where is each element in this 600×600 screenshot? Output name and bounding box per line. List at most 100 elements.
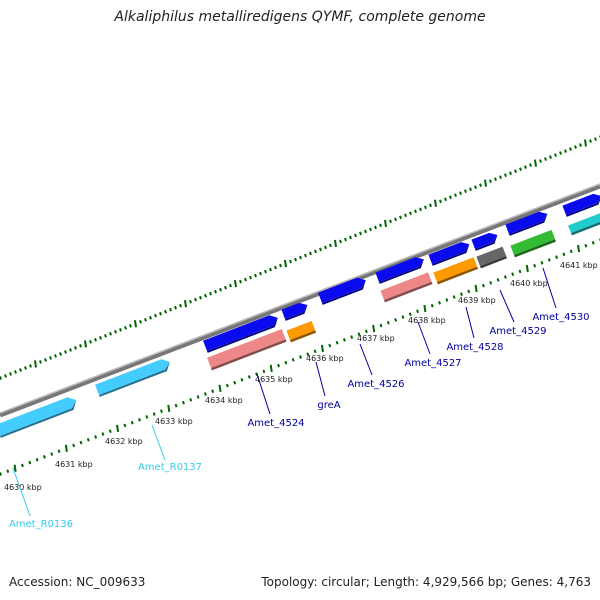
kbp-label: 4632 kbp (105, 437, 143, 446)
outer-tick (419, 207, 422, 212)
outer-tick (134, 320, 137, 328)
outer-tick (339, 239, 342, 244)
inner-tick (116, 424, 120, 432)
outer-tick (159, 311, 162, 316)
outer-tick (129, 323, 132, 328)
outer-tick (224, 285, 227, 290)
outer-tick (289, 259, 292, 264)
outer-tick (384, 219, 387, 227)
outer-tick (534, 159, 537, 167)
kbp-label: 4635 kbp (255, 375, 293, 384)
outer-tick (354, 233, 357, 238)
outer-tick (254, 273, 257, 278)
outer-tick (89, 340, 92, 344)
inner-tick (21, 463, 24, 468)
outer-tick (244, 277, 247, 282)
outer-tick (204, 293, 207, 298)
outer-tick (214, 289, 217, 294)
kbp-label: 4634 kbp (205, 396, 243, 405)
inner-tick (269, 364, 273, 373)
outer-tick (14, 370, 17, 374)
green-feature (510, 229, 556, 258)
outer-tick (549, 155, 552, 159)
inner-tick (328, 343, 332, 348)
inner-tick (394, 318, 398, 322)
outer-tick (194, 297, 197, 302)
leader-line (359, 343, 373, 376)
leader-line (256, 373, 271, 415)
outer-tick (149, 315, 152, 320)
outer-tick (389, 219, 392, 224)
inner-tick (540, 261, 544, 265)
outer-tick (239, 279, 242, 284)
inner-tick (28, 460, 32, 465)
outer-tick (234, 279, 237, 288)
orange-feature (433, 257, 479, 285)
inner-tick (364, 329, 368, 334)
accession-value: NC_009633 (76, 575, 146, 589)
inner-tick (591, 241, 595, 245)
gene-label: Amet_4528 (446, 342, 503, 353)
outer-tick (309, 251, 312, 256)
salmon-feature (207, 329, 287, 371)
inner-tick (189, 397, 193, 402)
kbp-label: 4640 kbp (510, 279, 548, 288)
outer-tick (179, 303, 182, 308)
inner-tick (423, 304, 427, 313)
outer-tick (0, 376, 2, 380)
cds-feature (318, 277, 366, 305)
inner-tick (372, 324, 376, 333)
outer-tick (514, 169, 517, 173)
inner-tick (240, 378, 244, 382)
outer-tick (399, 215, 402, 220)
outer-tick (494, 177, 497, 181)
inner-tick (533, 263, 537, 268)
inner-tick (50, 452, 54, 456)
gray-feature (476, 246, 508, 269)
label-leader-lines (12, 267, 557, 517)
outer-tick (144, 317, 147, 322)
inner-tick (6, 469, 10, 473)
outer-tick (94, 338, 97, 342)
genome-backbone (0, 183, 600, 418)
gene-label: Amet_R0137 (138, 462, 202, 473)
outer-tick (44, 358, 47, 362)
outer-tick (474, 185, 477, 190)
inner-tick (42, 455, 46, 459)
outer-tick (319, 247, 322, 252)
inner-tick (401, 315, 405, 319)
outer-tick (99, 336, 102, 340)
outer-tick (39, 360, 42, 364)
outer-tick (349, 235, 352, 240)
leader-line (465, 306, 475, 339)
outer-tick (304, 253, 307, 258)
inner-tick (13, 464, 17, 472)
gene-label: Amet_4524 (247, 418, 304, 429)
outer-tick (444, 197, 447, 202)
inner-tick (181, 400, 185, 405)
accession-label: Accession: (9, 575, 73, 589)
outer-tick (154, 313, 157, 318)
inner-tick (203, 392, 207, 396)
inner-tick (357, 332, 361, 336)
inner-tick (547, 258, 551, 262)
outer-tick (519, 167, 522, 171)
outer-tick (184, 300, 187, 308)
outer-tick (274, 265, 277, 270)
inner-tick (350, 335, 354, 339)
outer-tick (564, 149, 567, 153)
outer-tick (19, 368, 22, 372)
outer-tick (64, 350, 67, 354)
outer-tick (579, 143, 582, 147)
inner-tick (101, 432, 105, 436)
kbp-label: 4638 kbp (408, 316, 446, 325)
inner-tick (306, 352, 310, 356)
outer-tick (509, 171, 512, 175)
outer-tick (299, 255, 302, 260)
kbp-label: 4636 kbp (306, 354, 344, 363)
outer-tick (269, 267, 272, 272)
cds-feature (428, 242, 470, 266)
gene-label: Amet_R0136 (9, 519, 73, 530)
